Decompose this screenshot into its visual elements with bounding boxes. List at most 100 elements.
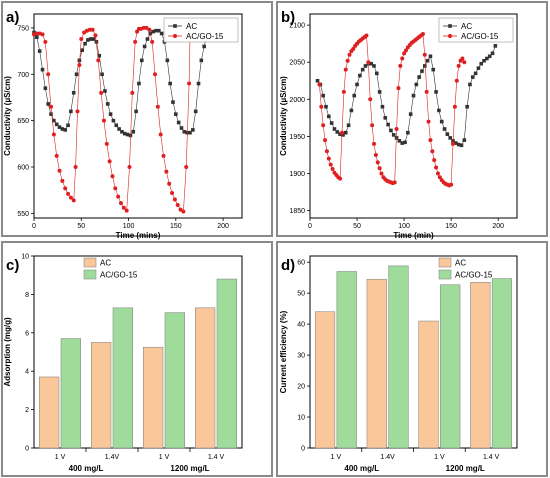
chart-2-series-1-point: [442, 127, 447, 131]
chart-1-series-2-point: [54, 153, 59, 158]
chart-2-series-1-point: [338, 132, 342, 136]
chart-2-series-1-point: [360, 67, 365, 72]
chart-2-ytick-label: 2000: [289, 97, 305, 104]
chart-2-series-1-point: [411, 93, 416, 98]
chart-1-series-2-point: [60, 178, 65, 183]
chart-2-series-1-point: [321, 93, 325, 98]
chart-2-legend-label-1: AC: [461, 22, 472, 31]
chart-3-panel-tag: c): [6, 257, 19, 274]
chart-1-series-2-point: [93, 33, 98, 38]
chart-1-series-2-point: [181, 209, 186, 214]
chart-2-series-1-point: [422, 64, 427, 68]
chart-1-legend-label-1: AC: [186, 22, 197, 31]
chart-3-ytick-label: 2: [25, 407, 29, 414]
chart-2-series-1-point: [389, 128, 393, 133]
chart-2-series-1-point: [425, 58, 430, 63]
chart-2-series-2-point: [364, 33, 369, 38]
chart-2-series-1-point: [448, 136, 452, 140]
chart-1-series-2-point: [71, 198, 76, 203]
chart-2-series-2-point: [428, 138, 433, 143]
chart-2-series-1-point: [369, 61, 373, 66]
chart-2-xtick-label: 200: [492, 223, 504, 230]
chart-2-series-1-point: [352, 93, 357, 98]
chart-2-series-2-point: [330, 167, 335, 172]
chart-1-series-2-point: [175, 203, 180, 208]
chart-3-category-label: 1.4 V: [208, 454, 225, 461]
chart-1-series-1-point: [105, 102, 110, 106]
chart-1-series-2-point: [124, 208, 129, 213]
chart-2-series-1-point: [482, 58, 486, 63]
chart-2-legend-marker-2: [448, 34, 452, 38]
chart-4-bar-1: [366, 278, 387, 449]
chart-2-series-1-point: [380, 104, 385, 109]
chart-2-y-axis-label: Conductivity (µS/cm): [279, 76, 288, 156]
chart-1-series-2-point: [170, 190, 175, 195]
chart-1-series-2-point: [141, 25, 146, 30]
chart-1-series-2-point: [172, 197, 177, 202]
chart-2-series-2-point: [328, 162, 333, 167]
chart-2-series-1-point: [375, 71, 379, 76]
chart-2-series-2-point: [422, 52, 427, 57]
chart-2-plot-frame: [309, 13, 518, 219]
chart-2-ytick-label: 1900: [289, 171, 305, 178]
chart-1-series-2-point: [110, 174, 115, 179]
chart-2-ytick-label: 1850: [289, 208, 305, 215]
chart-4-legend-swatch-2: [438, 269, 452, 280]
chart-3-group-label: 1200 mg/L: [170, 464, 209, 473]
chart-2-series-2-point: [452, 104, 457, 109]
chart-2-series-2-point: [371, 141, 376, 146]
chart-2-xtick-label: 50: [353, 223, 361, 230]
chart-1-ytick-label: 600: [17, 165, 29, 172]
chart-2-legend-label-2: AC/GO-15: [461, 32, 499, 41]
chart-2-series-1-point: [332, 127, 337, 131]
chart-1-series-1-point: [35, 35, 39, 39]
chart-2-xtick-label: 150: [445, 223, 457, 230]
chart-1-series-1-point: [157, 28, 161, 33]
chart-2-xtick-label: 100: [398, 223, 410, 230]
chart-1-series-1-point: [77, 58, 82, 63]
chart-4-bar-2: [388, 265, 409, 449]
chart-1-ytick-label: 650: [17, 118, 29, 125]
chart-1-series-2-point: [107, 159, 112, 164]
chart-2-series-2-line: [319, 33, 465, 186]
chart-1-series-1-point: [37, 49, 42, 53]
chart-1-series-1-point: [151, 29, 155, 34]
chart-2-ytick-label: 2100: [289, 23, 305, 30]
chart-2-series-2-point: [326, 156, 331, 161]
chart-2-series-1-point: [363, 64, 368, 68]
chart-2-series-2-point: [343, 67, 348, 72]
chart-2-series-1-point: [417, 75, 421, 79]
chart-2-series-2-point: [394, 126, 399, 131]
chart-2-series-2-point: [451, 141, 456, 146]
chart-4-bar-1: [314, 311, 336, 449]
chart-3-bar-2: [164, 312, 186, 449]
chart-2-series-1-point: [406, 130, 410, 135]
chart-3-group-label: 400 mg/L: [69, 464, 104, 473]
chart-1-series-2-point: [187, 81, 192, 86]
chart-4-ytick-label: 50: [297, 291, 305, 298]
chart-1-series-1-point: [108, 112, 113, 116]
chart-2-series-2-point: [454, 78, 459, 83]
chart-1-series-2-point: [178, 207, 183, 212]
chart-2-series-2-point: [403, 48, 408, 53]
chart-2-series-1-point: [324, 104, 328, 109]
chart-2-series-2-point: [449, 182, 454, 187]
chart-4-ytick-label: 20: [297, 384, 305, 391]
chart-2-series-2-point: [341, 89, 346, 94]
chart-2-series-2-point: [317, 82, 322, 87]
chart-1-series-2-point: [79, 37, 84, 42]
chart-1-series-1-point: [49, 112, 53, 116]
chart-2-panel-tag: b): [281, 9, 295, 26]
chart-1-series-1-point: [103, 89, 107, 93]
chart-3-legend-swatch-1: [83, 257, 97, 268]
chart-1-xtick-label: 150: [170, 223, 182, 230]
chart-2-series-2-point: [366, 60, 371, 65]
chart-1-series-2-point: [164, 169, 169, 174]
chart-1-panel-tag: a): [6, 9, 19, 26]
chart-3-category-label: 1.4V: [105, 454, 120, 461]
chart-2-series-2-point: [462, 60, 467, 65]
chart-2-series-1-point: [470, 75, 475, 79]
chart-3-category-label: 1 V: [55, 454, 66, 461]
chart-1-y-axis-label: Conductivity (µS/cm): [3, 76, 12, 156]
chart-1-series-1-point: [199, 58, 204, 63]
